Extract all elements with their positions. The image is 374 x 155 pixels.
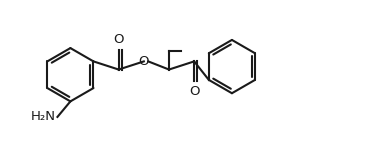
Text: O: O: [113, 33, 124, 46]
Text: H₂N: H₂N: [31, 110, 56, 123]
Text: O: O: [139, 55, 149, 68]
Text: O: O: [189, 85, 199, 98]
